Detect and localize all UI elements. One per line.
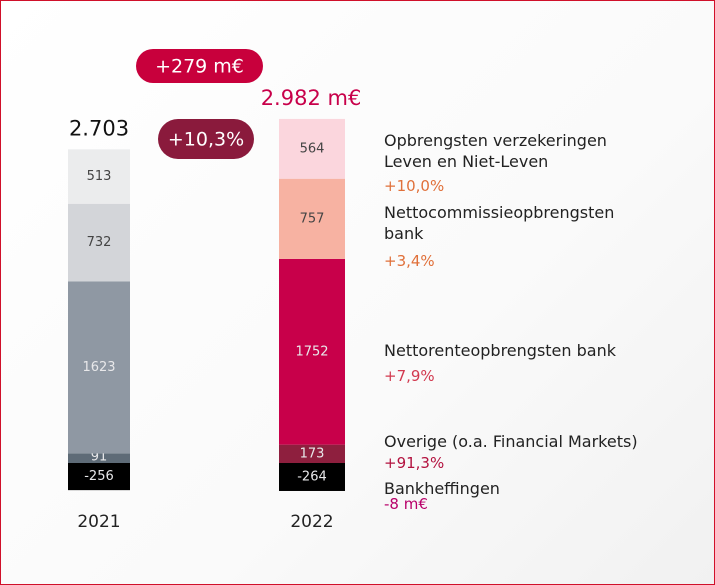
bar-segment bbox=[279, 463, 345, 491]
bar-segment bbox=[68, 203, 130, 282]
value-label: 91 bbox=[91, 450, 108, 465]
bar-segment bbox=[279, 178, 345, 259]
legend-label: Overige (o.a. Financial Markets) bbox=[384, 432, 638, 451]
change-label: -8 m€ bbox=[384, 495, 428, 513]
value-label: 757 bbox=[300, 211, 325, 226]
bar-segment bbox=[68, 463, 130, 491]
change-label: +3,4% bbox=[384, 252, 435, 270]
total-label: 2.703 bbox=[69, 116, 129, 140]
bar-segment bbox=[279, 444, 345, 463]
legend-label: Nettocommissieopbrengsten bank bbox=[384, 203, 615, 243]
bar-segment bbox=[279, 118, 345, 179]
value-label: 564 bbox=[300, 141, 325, 156]
bar-segment bbox=[68, 453, 130, 463]
change-label: +91,3% bbox=[384, 454, 445, 472]
value-label: -256 bbox=[84, 469, 114, 484]
value-label: 513 bbox=[87, 169, 112, 184]
value-label: 1752 bbox=[295, 344, 328, 359]
annotation: +279 m€ bbox=[155, 56, 244, 78]
legend-label: Bankheffingen bbox=[384, 479, 500, 498]
annotation-pill bbox=[136, 49, 263, 83]
value-label: 732 bbox=[87, 235, 112, 250]
legend-label: Nettorenteopbrengsten bank bbox=[384, 341, 616, 360]
annotation: +10,3% bbox=[168, 129, 244, 151]
x-tick-label: 2022 bbox=[290, 512, 333, 532]
value-label: 173 bbox=[300, 446, 325, 461]
annotation-pill bbox=[158, 119, 254, 159]
bar-segment bbox=[68, 281, 130, 454]
change-label: +7,9% bbox=[384, 367, 435, 385]
value-label: -264 bbox=[297, 469, 327, 484]
value-label: 1623 bbox=[82, 360, 115, 375]
legend-label: Opbrengsten verzekeringen Leven en Niet-… bbox=[384, 131, 607, 171]
x-tick-label: 2021 bbox=[77, 512, 120, 532]
bar-segment bbox=[279, 258, 345, 445]
total-label: 2.982 m€ bbox=[261, 86, 362, 110]
change-label: +10,0% bbox=[384, 177, 445, 195]
bar-segment bbox=[68, 149, 130, 204]
